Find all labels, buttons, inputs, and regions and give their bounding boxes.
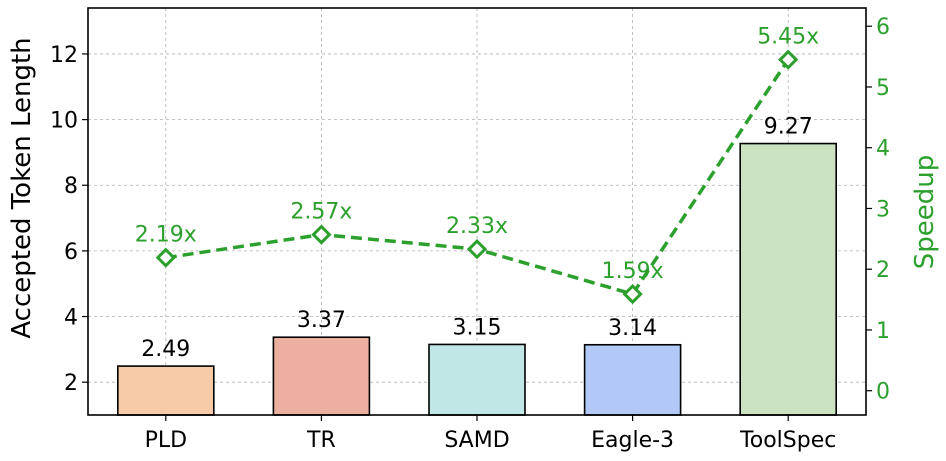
- speedup-point-tr: [311, 224, 332, 245]
- bar-toolspec: [739, 142, 838, 416]
- x-tick-label-tr: TR: [306, 428, 336, 453]
- speedup-point-toolspec: [778, 49, 799, 70]
- x-tick-label-toolspec: ToolSpec: [739, 428, 836, 453]
- y-tick-label-left: 2: [64, 371, 78, 396]
- bar-samd: [428, 343, 526, 416]
- bar-value-label: 3.15: [453, 315, 502, 340]
- x-tick-label-pld: PLD: [145, 428, 187, 453]
- y-tick-label-left: 12: [50, 43, 78, 68]
- y-tick-label-right: 6: [876, 15, 890, 40]
- x-tick-label-eagle-3: Eagle-3: [591, 428, 674, 453]
- labels: 2.49 3.37 3.15 3.14 9.27 2.19x 2.57x 2.33x 1.59x…: [50, 15, 890, 453]
- bar-value-label: 3.14: [608, 316, 657, 341]
- bar-tr: [272, 336, 371, 416]
- y-tick-label-left: 6: [64, 240, 78, 265]
- y-tick-label-right: 4: [876, 137, 890, 162]
- speedup-point-eagle-3: [622, 283, 643, 305]
- y-tick-label-right: 5: [876, 76, 890, 101]
- y-tick-label-right: 1: [876, 319, 890, 344]
- y-tick-label-right: 2: [876, 258, 890, 283]
- y-tick-label-left: 4: [64, 306, 78, 331]
- grid: [88, 8, 866, 415]
- speedup-point-samd: [466, 239, 488, 260]
- speedup-value-label: 2.19x: [135, 223, 197, 248]
- speedup-value-label: 5.45x: [757, 25, 819, 50]
- bar-value-label: 9.27: [764, 115, 813, 140]
- y-tick-label-right: 0: [876, 380, 890, 405]
- axes: [82, 7, 872, 421]
- bar-value-label: 2.49: [141, 337, 190, 362]
- y-axis-title-right: Speedup: [910, 155, 940, 270]
- speedup-value-label: 1.59x: [602, 259, 664, 284]
- bar-value-label: 3.37: [297, 308, 346, 333]
- y-tick-label-left: 10: [50, 109, 78, 134]
- speedup-value-label: 2.33x: [446, 214, 508, 239]
- speedup-value-label: 2.57x: [290, 200, 352, 225]
- bar-pld: [117, 365, 215, 416]
- y-tick-label-left: 8: [64, 174, 78, 199]
- y-axis-title-left: Accepted Token Length: [7, 37, 37, 338]
- bars: [117, 142, 838, 416]
- bar-eagle-3: [583, 343, 682, 416]
- speedup-point-pld: [155, 247, 176, 268]
- y-tick-label-right: 3: [876, 197, 890, 222]
- speedup-line: [155, 49, 799, 305]
- x-tick-label-samd: SAMD: [444, 428, 509, 453]
